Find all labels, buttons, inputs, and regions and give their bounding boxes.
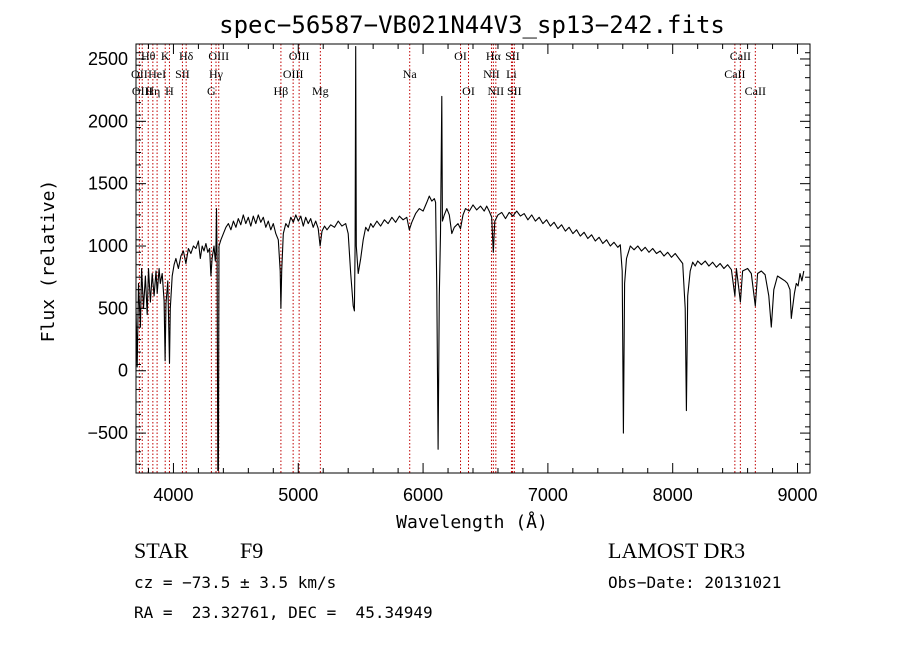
line-marker-label: CaII xyxy=(745,84,766,98)
x-tick-label: 7000 xyxy=(528,485,568,505)
x-tick-label: 8000 xyxy=(653,485,693,505)
spectrum-chart: spec−56587−VB021N44V3_sp13−242.fits OII O… xyxy=(38,11,818,533)
line-marker-label: CaII xyxy=(730,49,751,63)
line-marker-label: OIII xyxy=(208,49,229,63)
x-tick-label: 5000 xyxy=(278,485,318,505)
line-marker-label: Li xyxy=(506,67,517,81)
line-marker-labels: OIIOIIIHθHηHeIKHSIIHδGHγOIIIHβOIIIOIIIMg… xyxy=(131,49,766,98)
line-marker-label: NII xyxy=(488,84,505,98)
axes xyxy=(135,43,811,474)
spectrum-line xyxy=(135,45,805,472)
line-marker-label: OI xyxy=(462,84,475,98)
y-axis-label: Flux (relative) xyxy=(38,180,59,343)
coordinates-readout: RA = 23.32761, DEC = 45.34949 xyxy=(134,603,433,622)
line-marker-label: G xyxy=(207,84,216,98)
x-axis-label: Wavelength (Å) xyxy=(396,511,548,533)
observation-date: Obs−Date: 20131021 xyxy=(608,573,782,592)
line-marker-label: OIII xyxy=(132,84,153,98)
y-tick-label: 1000 xyxy=(88,236,128,256)
object-class: STAR xyxy=(134,538,189,563)
line-marker-label: Hα xyxy=(486,49,502,63)
line-marker-label: H xyxy=(165,84,174,98)
line-marker-label: NII xyxy=(483,67,500,81)
object-subclass: F9 xyxy=(240,538,264,563)
line-marker-label: Hβ xyxy=(274,84,289,98)
y-tick-label: 2000 xyxy=(88,111,128,131)
y-tick-label: 2500 xyxy=(88,49,128,69)
line-marker-label: CaII xyxy=(724,67,745,81)
y-ticks: −500 0 500 1000 1500 2000 2500 xyxy=(87,49,810,465)
plot-frame xyxy=(135,43,811,474)
y-tick-label: 1500 xyxy=(88,174,128,194)
line-marker-label: Mg xyxy=(312,84,329,98)
line-marker-label: SII xyxy=(175,67,190,81)
line-marker-label: OIII xyxy=(283,67,304,81)
line-marker-label: SII xyxy=(507,84,522,98)
line-marker-label: K xyxy=(161,49,170,63)
line-marker-label: Hγ xyxy=(209,67,224,81)
line-marker-label: OI xyxy=(454,49,467,63)
y-tick-label: −500 xyxy=(87,423,128,443)
x-ticks: 4000 5000 6000 7000 8000 9000 xyxy=(147,44,818,505)
x-tick-label: 6000 xyxy=(403,485,443,505)
line-marker-label: Hη xyxy=(145,84,160,98)
line-marker-label: Hθ xyxy=(141,49,156,63)
line-marker-label: OIII xyxy=(289,49,310,63)
x-tick-label: 4000 xyxy=(153,485,193,505)
spectrum-series xyxy=(135,45,805,472)
y-tick-label: 0 xyxy=(118,361,128,381)
line-marker-label: OII xyxy=(131,67,148,81)
y-tick-label: 500 xyxy=(98,298,128,318)
chart-title: spec−56587−VB021N44V3_sp13−242.fits xyxy=(219,11,725,39)
line-marker-label: SII xyxy=(505,49,520,63)
survey-label: LAMOST DR3 xyxy=(608,538,746,563)
redshift-readout: cz = −73.5 ± 3.5 km/s xyxy=(134,573,337,592)
line-marker-label: Hδ xyxy=(179,49,194,63)
x-tick-label: 9000 xyxy=(777,485,817,505)
line-marker-label: HeI xyxy=(148,67,166,81)
line-marker-label: Na xyxy=(403,67,418,81)
line-markers xyxy=(138,44,756,473)
